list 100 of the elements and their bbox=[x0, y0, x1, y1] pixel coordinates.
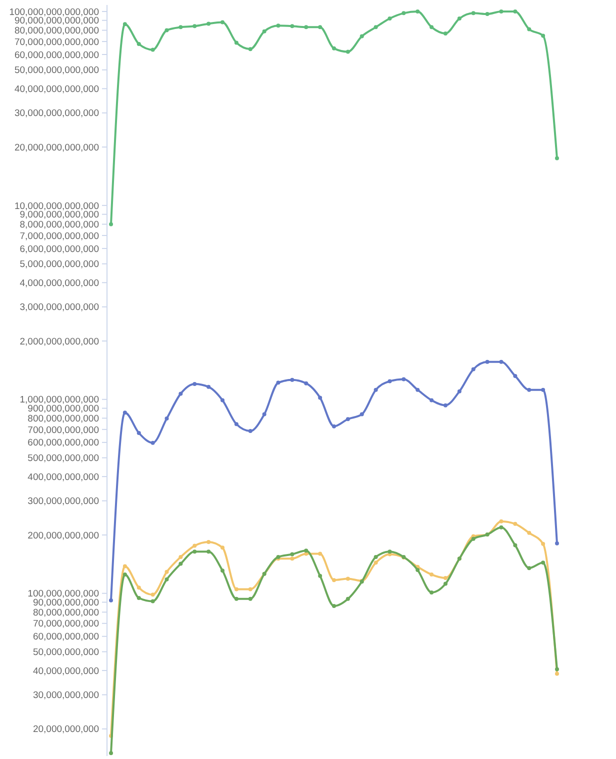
y-tick-label: 5,000,000,000,000 bbox=[20, 259, 99, 270]
point bbox=[164, 416, 169, 421]
point bbox=[513, 9, 518, 14]
point bbox=[304, 381, 308, 386]
point bbox=[457, 16, 462, 21]
point bbox=[374, 554, 378, 559]
point bbox=[136, 431, 141, 435]
point bbox=[192, 550, 197, 554]
point bbox=[276, 380, 280, 385]
point bbox=[527, 27, 532, 32]
point bbox=[471, 11, 476, 16]
point bbox=[150, 440, 155, 445]
point bbox=[164, 28, 169, 32]
point bbox=[178, 562, 183, 566]
y-tick-label: 70,000,000,000 bbox=[32, 618, 99, 630]
point bbox=[402, 11, 406, 16]
y-tick-label: 30,000,000,000 bbox=[32, 690, 99, 702]
point bbox=[318, 25, 322, 30]
point bbox=[402, 377, 406, 382]
point bbox=[444, 32, 448, 36]
point bbox=[555, 541, 559, 546]
point bbox=[430, 590, 434, 595]
point bbox=[444, 582, 448, 586]
point bbox=[555, 667, 559, 672]
point bbox=[346, 576, 350, 581]
y-tick-label: 60,000,000,000,000 bbox=[14, 50, 99, 61]
point bbox=[374, 388, 378, 392]
point bbox=[178, 392, 183, 396]
point bbox=[388, 550, 392, 554]
point bbox=[444, 576, 448, 580]
point bbox=[513, 374, 518, 378]
point bbox=[164, 570, 169, 574]
point bbox=[206, 540, 211, 544]
point bbox=[248, 587, 252, 592]
y-tick-label: 1,000,000,000,000 bbox=[20, 394, 99, 406]
point bbox=[206, 22, 211, 26]
point bbox=[485, 360, 490, 364]
y-tick-label: 600,000,000,000 bbox=[28, 438, 99, 449]
point bbox=[374, 560, 378, 565]
point bbox=[360, 412, 364, 416]
y-tick-label: 10,000,000,000,000 bbox=[14, 200, 99, 212]
point bbox=[541, 388, 546, 392]
point bbox=[178, 25, 183, 30]
y-tick-label: 6,000,000,000,000 bbox=[20, 244, 99, 255]
point bbox=[513, 522, 518, 526]
y-tick-label: 70,000,000,000,000 bbox=[14, 36, 99, 48]
point bbox=[430, 572, 434, 577]
point bbox=[499, 360, 504, 364]
point bbox=[150, 592, 155, 597]
point bbox=[122, 410, 127, 415]
point bbox=[527, 388, 532, 392]
point bbox=[346, 50, 350, 54]
point bbox=[262, 412, 266, 416]
point bbox=[471, 367, 476, 372]
point bbox=[220, 398, 224, 402]
y-tick-label: 8,000,000,000,000 bbox=[20, 220, 99, 231]
y-tick-label: 30,000,000,000,000 bbox=[14, 108, 99, 120]
y-tick-label: 7,000,000,000,000 bbox=[20, 230, 99, 242]
point bbox=[430, 25, 434, 30]
point bbox=[136, 42, 141, 46]
y-tick-label: 90,000,000,000 bbox=[32, 598, 99, 609]
point bbox=[150, 599, 155, 604]
point bbox=[499, 9, 504, 14]
point bbox=[248, 47, 252, 52]
point bbox=[109, 751, 113, 756]
point bbox=[262, 29, 266, 34]
y-tick-label: 3,000,000,000,000 bbox=[20, 302, 99, 314]
point bbox=[220, 568, 224, 573]
y-tick-label: 900,000,000,000 bbox=[28, 404, 99, 415]
point bbox=[555, 672, 559, 676]
point bbox=[234, 422, 238, 426]
point bbox=[136, 586, 141, 590]
y-tick-label: 200,000,000,000 bbox=[28, 530, 99, 542]
y-tick-label: 80,000,000,000,000 bbox=[14, 26, 99, 37]
y-tick-label: 4,000,000,000,000 bbox=[20, 278, 99, 289]
point bbox=[541, 560, 546, 565]
point bbox=[332, 604, 336, 608]
point bbox=[122, 22, 127, 26]
y-tick-label: 20,000,000,000 bbox=[32, 724, 99, 736]
point bbox=[206, 384, 211, 389]
point bbox=[346, 417, 350, 422]
y-tick-label: 9,000,000,000,000 bbox=[20, 210, 99, 221]
point bbox=[416, 9, 420, 14]
point bbox=[122, 564, 127, 568]
y-tick-label: 2,000,000,000,000 bbox=[20, 336, 99, 348]
point bbox=[248, 596, 252, 601]
point bbox=[234, 596, 238, 601]
y-tick-label: 80,000,000,000 bbox=[32, 607, 99, 618]
point bbox=[318, 396, 322, 400]
y-tick-label: 400,000,000,000 bbox=[28, 472, 99, 483]
point bbox=[416, 388, 420, 392]
point bbox=[388, 16, 392, 21]
point bbox=[318, 574, 322, 578]
point bbox=[248, 429, 252, 434]
point bbox=[304, 548, 308, 553]
point bbox=[332, 46, 336, 50]
point bbox=[471, 536, 476, 541]
y-tick-label: 800,000,000,000 bbox=[28, 414, 99, 425]
point bbox=[527, 530, 532, 535]
point bbox=[234, 587, 238, 592]
